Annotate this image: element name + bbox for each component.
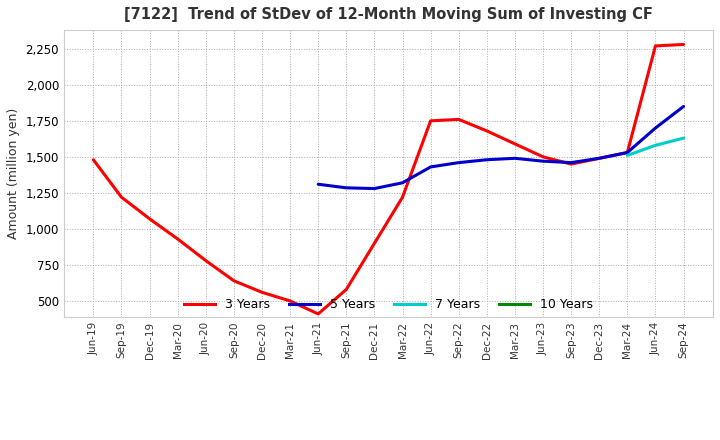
5 Years <box>510 156 519 161</box>
3 Years <box>567 161 575 167</box>
5 Years <box>482 157 491 162</box>
5 Years <box>342 185 351 191</box>
3 Years <box>398 194 407 200</box>
3 Years <box>314 311 323 316</box>
3 Years <box>286 298 294 304</box>
7 Years <box>679 136 688 141</box>
3 Years <box>230 278 238 283</box>
7 Years <box>623 153 631 158</box>
5 Years <box>370 186 379 191</box>
Y-axis label: Amount (million yen): Amount (million yen) <box>7 108 20 239</box>
5 Years <box>679 104 688 109</box>
Legend: 3 Years, 5 Years, 7 Years, 10 Years: 3 Years, 5 Years, 7 Years, 10 Years <box>179 293 598 316</box>
Line: 5 Years: 5 Years <box>318 106 683 189</box>
5 Years <box>454 160 463 165</box>
5 Years <box>398 180 407 185</box>
3 Years <box>174 236 182 242</box>
3 Years <box>117 194 126 200</box>
3 Years <box>623 150 631 155</box>
Line: 7 Years: 7 Years <box>627 138 683 155</box>
3 Years <box>370 241 379 246</box>
5 Years <box>567 160 575 165</box>
3 Years <box>510 141 519 147</box>
3 Years <box>651 43 660 48</box>
3 Years <box>482 128 491 134</box>
5 Years <box>651 125 660 131</box>
5 Years <box>595 156 603 161</box>
3 Years <box>595 156 603 161</box>
3 Years <box>342 287 351 292</box>
3 Years <box>89 157 98 162</box>
3 Years <box>539 154 547 159</box>
5 Years <box>623 150 631 155</box>
5 Years <box>426 164 435 169</box>
3 Years <box>202 258 210 263</box>
3 Years <box>426 118 435 124</box>
5 Years <box>539 158 547 164</box>
Line: 3 Years: 3 Years <box>94 44 683 314</box>
7 Years <box>651 143 660 148</box>
3 Years <box>679 42 688 47</box>
3 Years <box>258 290 266 295</box>
3 Years <box>145 216 154 221</box>
Title: [7122]  Trend of StDev of 12-Month Moving Sum of Investing CF: [7122] Trend of StDev of 12-Month Moving… <box>124 7 653 22</box>
3 Years <box>454 117 463 122</box>
5 Years <box>314 182 323 187</box>
